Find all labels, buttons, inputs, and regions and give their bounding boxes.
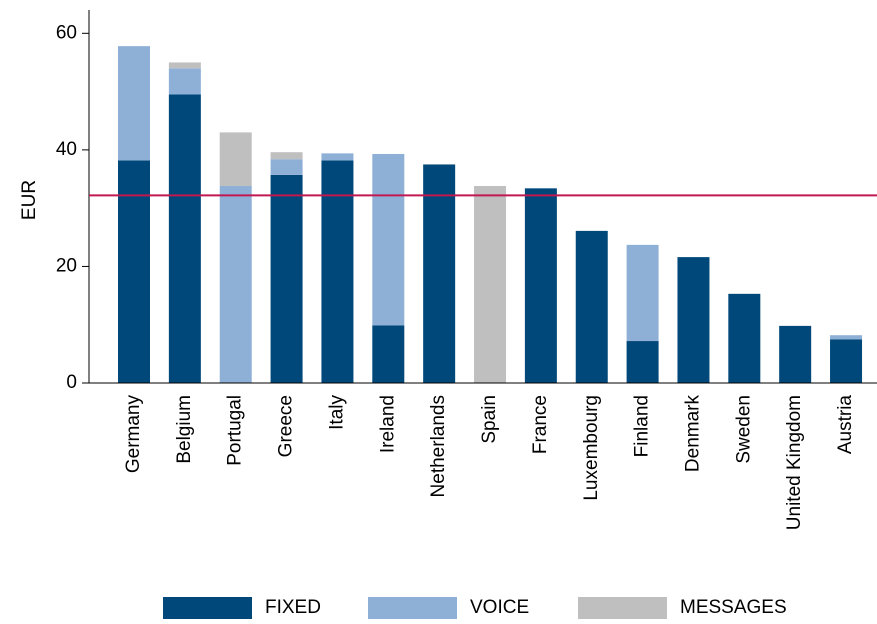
x-tick-label: Denmark — [682, 395, 703, 473]
bar-segment — [372, 325, 405, 383]
bar-segment — [321, 160, 354, 383]
y-tick-label: 0 — [66, 372, 77, 393]
legend-label: VOICE — [470, 597, 529, 618]
bar-segment — [830, 339, 863, 383]
bar-segment — [321, 153, 354, 161]
legend-swatch — [578, 597, 667, 619]
bar-segment — [677, 257, 710, 383]
bar-segment — [168, 68, 201, 95]
bar-segment — [575, 230, 608, 383]
bar-segment — [118, 160, 150, 383]
bar-segment — [168, 62, 201, 69]
x-tick-label: Greece — [276, 395, 297, 457]
x-tick-label: Sweden — [733, 395, 754, 464]
legend-swatch — [163, 597, 252, 619]
bar-segment — [779, 325, 812, 383]
x-tick-label: Finland — [632, 395, 653, 457]
legend-swatch — [368, 597, 457, 619]
bar-segment — [830, 335, 863, 340]
bar-segment — [728, 293, 761, 383]
x-tick-label: Germany — [123, 395, 144, 474]
y-tick-label: 40 — [56, 139, 77, 160]
bar-segment — [524, 188, 557, 383]
bar-segment — [270, 152, 303, 160]
bar-segment — [270, 174, 303, 383]
x-tick-label: Belgium — [174, 395, 195, 464]
x-tick-label: Netherlands — [428, 395, 449, 497]
y-tick-label: 60 — [56, 22, 77, 43]
legend-label: MESSAGES — [680, 597, 787, 618]
bar-segment — [219, 186, 252, 383]
legend-label: FIXED — [265, 597, 321, 618]
bar-segment — [626, 341, 659, 383]
bar-segment — [118, 46, 150, 161]
x-tick-label: Spain — [479, 395, 500, 444]
bar-segment — [423, 164, 456, 383]
bar-segment — [474, 186, 507, 383]
bar-segment — [168, 94, 201, 383]
x-tick-label: United Kingdom — [784, 395, 805, 530]
bar-segment — [219, 132, 252, 187]
x-tick-label: Austria — [835, 395, 856, 455]
bar-segment — [626, 244, 659, 342]
x-tick-label: Portugal — [225, 395, 246, 466]
x-tick-label: Italy — [326, 395, 347, 430]
bar-segment — [372, 153, 405, 326]
x-tick-label: Luxembourg — [581, 395, 602, 501]
x-tick-label: Ireland — [377, 395, 398, 453]
y-axis-label: EUR — [19, 180, 40, 220]
y-tick-label: 20 — [56, 255, 77, 276]
bar-segment — [270, 159, 303, 175]
x-tick-label: France — [530, 395, 551, 454]
